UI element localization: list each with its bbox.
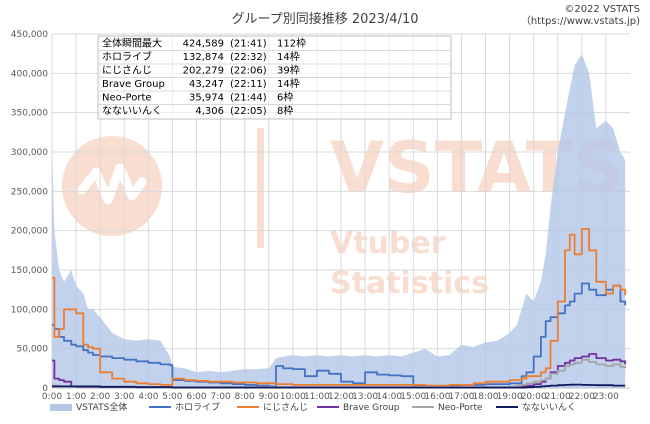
x-tick-label: 20:00 bbox=[521, 392, 547, 402]
info-table-cell: (22:05) bbox=[230, 106, 267, 117]
legend-label: Neo-Porte bbox=[438, 403, 483, 413]
x-tick-label: 7:00 bbox=[210, 392, 230, 402]
legend-label: Brave Group bbox=[343, 403, 400, 413]
x-tick-label: 6:00 bbox=[186, 392, 206, 402]
x-tick-label: 15:00 bbox=[400, 392, 426, 402]
x-tick-label: 12:00 bbox=[328, 392, 354, 402]
y-tick-label: 300,000 bbox=[11, 148, 48, 158]
y-tick-label: 100,000 bbox=[11, 305, 48, 315]
x-tick-label: 5:00 bbox=[162, 392, 182, 402]
watermark-divider bbox=[257, 128, 264, 248]
info-table-cell: 35,974 bbox=[189, 93, 224, 104]
x-tick-label: 13:00 bbox=[352, 392, 378, 402]
x-tick-label: 8:00 bbox=[235, 392, 255, 402]
x-tick-label: 9:00 bbox=[259, 392, 279, 402]
info-table-cell: 全体瞬間最大 bbox=[102, 37, 162, 50]
info-table-cell: (22:11) bbox=[230, 79, 267, 90]
y-tick-label: 400,000 bbox=[11, 69, 48, 79]
series-area-vstats bbox=[52, 54, 626, 388]
info-table-cell: にじさんじ bbox=[102, 65, 152, 77]
y-tick-label: 200,000 bbox=[11, 227, 48, 237]
info-table-cell: Brave Group bbox=[102, 79, 165, 90]
watermark-logo-pulse bbox=[77, 163, 147, 205]
info-table-cell: (22:32) bbox=[230, 52, 267, 63]
info-table-cell: 202,279 bbox=[183, 66, 224, 77]
info-table-cell: なないいんく bbox=[102, 105, 162, 117]
y-tick-label: 0 bbox=[42, 384, 48, 394]
x-tick-label: 17:00 bbox=[448, 392, 474, 402]
info-table-cell: 6枠 bbox=[277, 91, 293, 104]
x-tick-label: 21:00 bbox=[545, 392, 571, 402]
y-tick-label: 150,000 bbox=[11, 266, 48, 276]
info-table-cell: 8枠 bbox=[277, 104, 293, 117]
info-table-cell: (21:41) bbox=[230, 39, 267, 50]
chart-title: グループ別同接推移 2023/4/10 bbox=[231, 12, 419, 27]
x-tick-label: 3:00 bbox=[114, 392, 134, 402]
x-tick-label: 23:00 bbox=[593, 392, 619, 402]
info-table-cell: 4,306 bbox=[195, 106, 224, 117]
credit-line-2: （https://www.vstats.jp) bbox=[520, 16, 640, 27]
x-tick-label: 18:00 bbox=[473, 392, 499, 402]
info-table-cell: 43,247 bbox=[189, 79, 224, 90]
x-tick-label: 22:00 bbox=[569, 392, 595, 402]
info-table-cell: (21:44) bbox=[230, 93, 267, 104]
info-table-cell: 112枠 bbox=[277, 37, 306, 50]
y-tick-label: 50,000 bbox=[17, 345, 49, 355]
x-tick-label: 10:00 bbox=[280, 392, 306, 402]
x-tick-label: 1:00 bbox=[66, 392, 86, 402]
y-tick-label: 250,000 bbox=[11, 187, 48, 197]
info-table-cell: 132,874 bbox=[183, 52, 224, 63]
info-table-cell: 14枠 bbox=[277, 50, 300, 63]
y-tick-label: 350,000 bbox=[11, 109, 48, 119]
info-table-cell: Neo-Porte bbox=[102, 93, 152, 104]
series-line bbox=[52, 228, 627, 387]
credit-line-1: ©2022 VSTATS bbox=[564, 4, 640, 15]
info-table-cell: (22:06) bbox=[230, 66, 267, 77]
series-line bbox=[52, 383, 626, 389]
info-table-cell: ホロライブ bbox=[102, 50, 152, 63]
legend-label: ホロライブ bbox=[175, 401, 220, 413]
x-tick-label: 2:00 bbox=[90, 392, 110, 402]
legend-swatch bbox=[50, 404, 72, 411]
x-tick-label: 4:00 bbox=[138, 392, 158, 402]
legend-label: VSTATS全体 bbox=[76, 401, 127, 413]
info-table-cell: 14枠 bbox=[277, 77, 300, 90]
watermark-tagline-2: Statistics bbox=[330, 266, 489, 301]
x-tick-label: 11:00 bbox=[304, 392, 330, 402]
x-tick-label: 14:00 bbox=[376, 392, 402, 402]
chart-credit: ©2022 VSTATS （https://www.vstats.jp) bbox=[521, 4, 640, 28]
info-table-cell: 39枠 bbox=[277, 64, 300, 77]
legend-label: なないいんく bbox=[522, 402, 576, 413]
legend-label: にじさんじ bbox=[263, 402, 308, 413]
y-tick-label: 450,000 bbox=[11, 30, 48, 40]
x-tick-label: 0:00 bbox=[42, 392, 62, 402]
watermark-tagline-1: Vtuber bbox=[330, 226, 446, 261]
x-tick-label: 16:00 bbox=[424, 392, 450, 402]
x-tick-label: 19:00 bbox=[497, 392, 523, 402]
info-table-cell: 424,589 bbox=[183, 39, 224, 50]
